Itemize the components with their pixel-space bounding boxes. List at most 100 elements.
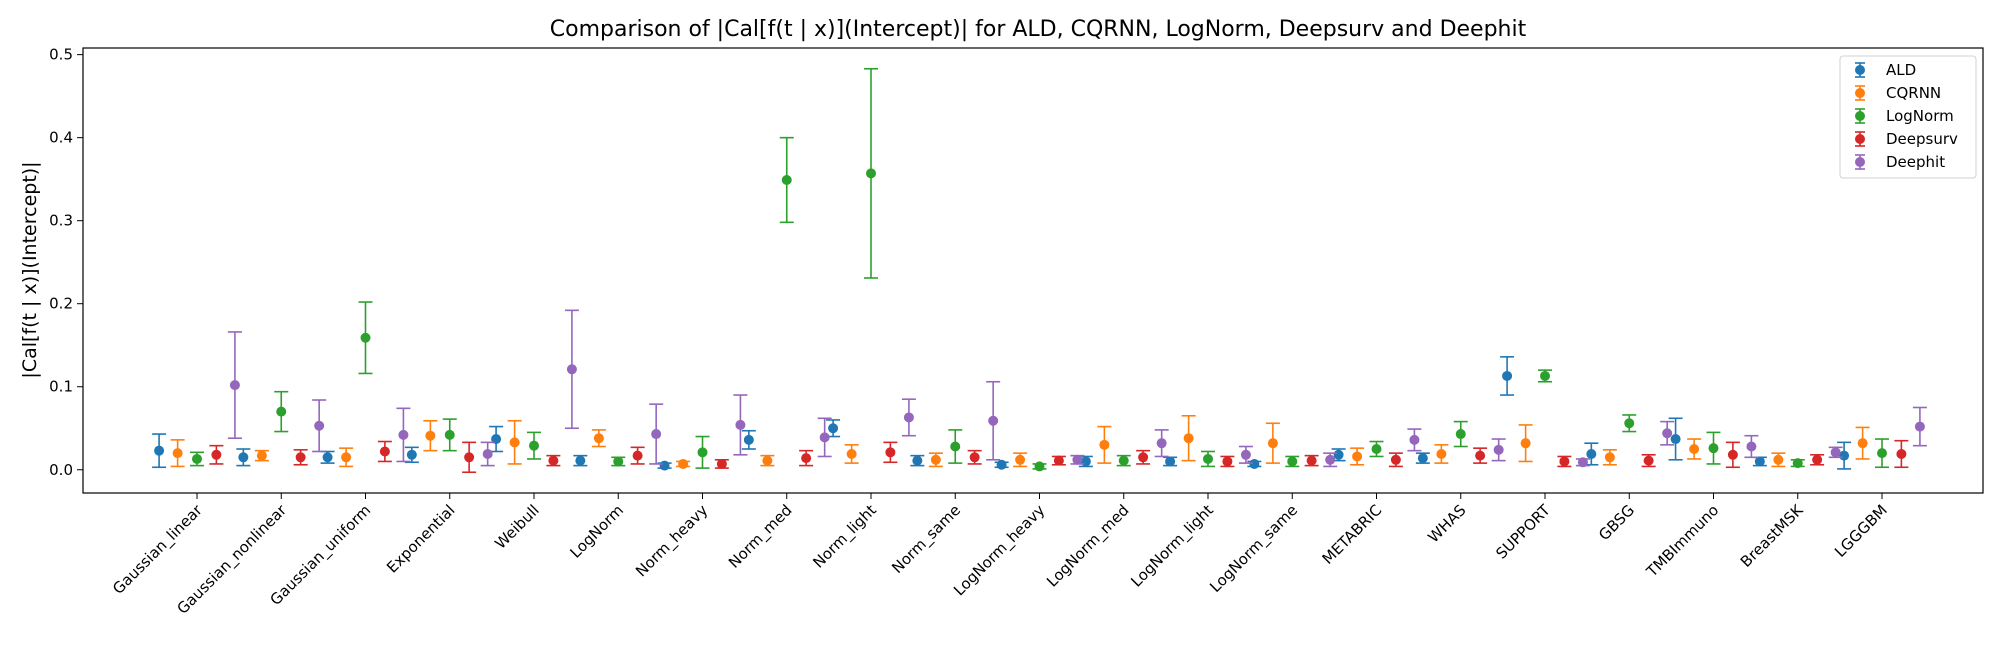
data-point bbox=[1053, 455, 1064, 466]
data-point bbox=[1287, 456, 1298, 467]
data-point bbox=[482, 448, 493, 459]
data-point bbox=[1436, 448, 1447, 459]
data-point bbox=[1577, 457, 1588, 468]
data-point bbox=[1390, 454, 1401, 465]
data-point bbox=[1604, 452, 1615, 463]
x-tick-label: Norm_light bbox=[809, 501, 880, 572]
x-axis: Gaussian_linearGaussian_nonlinearGaussia… bbox=[109, 493, 1891, 618]
series-deephit bbox=[227, 309, 1927, 468]
data-point bbox=[846, 448, 857, 459]
chart-title: Comparison of |Cal[f(t | x)](Intercept)|… bbox=[550, 17, 1527, 42]
legend: ALD CQRNN LogNorm Deepsurv Deephit bbox=[1839, 55, 1977, 179]
data-point bbox=[678, 458, 689, 469]
x-tick-label: METABRIC bbox=[1319, 501, 1386, 568]
legend-marker bbox=[1855, 88, 1865, 98]
x-tick-label: Weibull bbox=[491, 501, 542, 552]
x-tick-label: LogNorm_heavy bbox=[950, 501, 1049, 600]
data-point bbox=[1352, 451, 1363, 462]
data-point bbox=[1409, 434, 1420, 445]
data-point bbox=[1643, 455, 1654, 466]
x-tick-label: Exponential bbox=[383, 501, 458, 576]
data-point bbox=[1586, 448, 1597, 459]
data-point bbox=[1203, 453, 1213, 464]
legend-label: ALD bbox=[1886, 61, 1916, 79]
data-point bbox=[1183, 433, 1194, 444]
x-tick-label: Norm_med bbox=[725, 501, 796, 572]
data-point bbox=[1559, 456, 1570, 467]
data-point bbox=[1267, 438, 1278, 449]
data-point bbox=[743, 434, 754, 445]
legend-label: Deephit bbox=[1886, 153, 1945, 171]
data-point bbox=[192, 453, 202, 464]
data-point bbox=[1896, 448, 1907, 459]
y-axis: 0.0 0.1 0.2 0.3 0.4 0.5 bbox=[49, 46, 83, 479]
x-tick-label: LGGGBM bbox=[1831, 501, 1891, 561]
data-point bbox=[398, 429, 409, 440]
series-lognorm bbox=[190, 67, 1889, 472]
data-point bbox=[425, 430, 436, 441]
y-tick-label: 0.3 bbox=[49, 212, 73, 230]
data-point bbox=[969, 452, 980, 463]
data-point bbox=[1249, 458, 1260, 469]
x-tick-label: Gaussian_linear bbox=[109, 501, 207, 599]
data-point bbox=[1034, 461, 1045, 472]
data-point bbox=[1118, 455, 1129, 466]
data-point bbox=[1877, 448, 1887, 459]
data-point bbox=[379, 446, 390, 457]
x-tick-label: Norm_same bbox=[888, 501, 965, 578]
data-point bbox=[866, 168, 876, 179]
y-tick-label: 0.2 bbox=[49, 295, 73, 313]
y-tick-label: 0.5 bbox=[49, 46, 73, 64]
data-point bbox=[801, 453, 812, 464]
data-point bbox=[322, 452, 333, 463]
data-point bbox=[229, 380, 240, 391]
data-point bbox=[1830, 447, 1841, 458]
data-point bbox=[1156, 438, 1167, 449]
data-point bbox=[716, 458, 727, 469]
data-point bbox=[360, 332, 371, 343]
data-point bbox=[885, 447, 896, 458]
data-point bbox=[1727, 449, 1738, 460]
data-point bbox=[1839, 450, 1850, 461]
data-point bbox=[1914, 421, 1925, 432]
data-marks bbox=[152, 67, 1927, 474]
x-tick-label: GBSG bbox=[1595, 501, 1638, 544]
data-point bbox=[1708, 443, 1719, 454]
data-point bbox=[238, 452, 249, 463]
data-point bbox=[1306, 455, 1317, 466]
data-point bbox=[1812, 454, 1823, 465]
data-point bbox=[1624, 418, 1635, 429]
data-point bbox=[1746, 441, 1757, 452]
data-point bbox=[1138, 452, 1149, 463]
data-point bbox=[1240, 449, 1251, 460]
data-point bbox=[444, 429, 455, 440]
data-point bbox=[154, 445, 165, 456]
data-point bbox=[1165, 456, 1176, 467]
x-tick-label: LogNorm_med bbox=[1043, 501, 1133, 591]
plot-area-frame bbox=[82, 47, 1984, 494]
y-axis-label: |Cal[f(t | x)](Intercept)| bbox=[19, 161, 41, 378]
data-point bbox=[1773, 454, 1784, 465]
data-point bbox=[1072, 454, 1083, 465]
data-point bbox=[1520, 438, 1531, 449]
data-point bbox=[1540, 370, 1550, 381]
legend-marker bbox=[1855, 111, 1865, 121]
data-point bbox=[651, 429, 662, 440]
data-point bbox=[211, 449, 222, 460]
data-point bbox=[1662, 428, 1673, 439]
data-point bbox=[697, 447, 708, 458]
data-point bbox=[464, 452, 475, 463]
x-tick-label: LogNorm bbox=[566, 501, 627, 562]
data-point bbox=[172, 448, 183, 459]
data-point bbox=[1502, 370, 1513, 381]
data-point bbox=[819, 432, 830, 443]
data-point bbox=[341, 452, 352, 463]
data-point bbox=[988, 415, 999, 426]
data-point bbox=[950, 441, 961, 452]
x-tick-label: TMBImmuno bbox=[1642, 501, 1722, 581]
data-point bbox=[1333, 449, 1344, 460]
data-point bbox=[1475, 450, 1486, 461]
x-tick-label: LogNorm_same bbox=[1206, 501, 1302, 597]
data-point bbox=[1371, 443, 1382, 454]
